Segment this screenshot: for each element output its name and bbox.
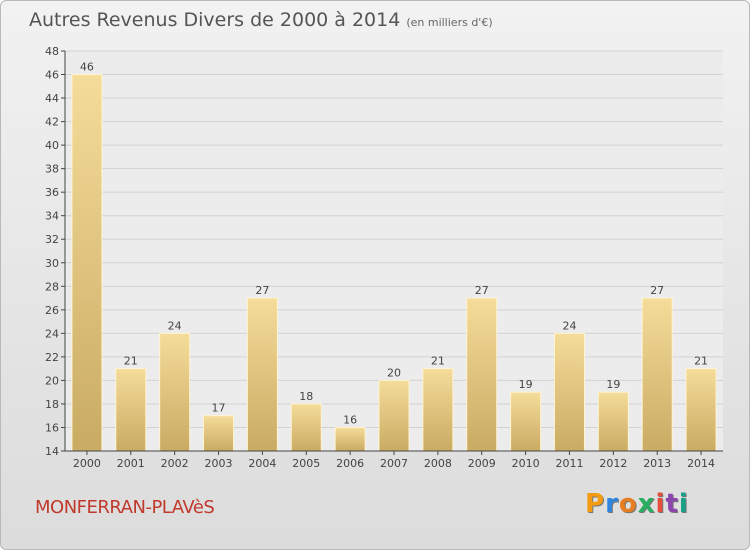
x-tick-label: 2005 [292,457,320,470]
x-tick-label: 2004 [248,457,276,470]
data-label: 24 [168,319,182,332]
bar [685,368,717,452]
y-tick-label: 22 [45,351,59,364]
x-tick-label: 2001 [117,457,145,470]
y-tick-label: 48 [45,45,59,58]
chart-title-text: Autres Revenus Divers de 2000 à 2014 [29,9,401,31]
x-tick-label: 2014 [687,457,715,470]
data-label: 27 [255,284,269,297]
data-label: 27 [475,284,489,297]
y-tick-label: 24 [45,327,59,340]
data-label: 46 [80,61,94,74]
data-label: 21 [694,355,708,368]
data-label: 21 [431,355,445,368]
x-tick-label: 2013 [643,457,671,470]
y-tick-label: 46 [45,69,59,82]
y-tick-label: 18 [45,398,59,411]
y-tick-label: 32 [45,233,59,246]
x-tick-label: 2008 [424,457,452,470]
bar [466,297,498,452]
y-tick-label: 16 [45,421,59,434]
chart-subtitle: (en milliers d'€) [406,16,493,29]
data-label: 19 [606,378,620,391]
bar [378,379,410,452]
data-label: 24 [562,319,576,332]
data-label: 21 [124,355,138,368]
bar [203,415,235,452]
bar [510,391,542,452]
y-tick-label: 30 [45,257,59,270]
bar [246,297,278,452]
x-tick-label: 2011 [555,457,583,470]
bar [553,332,585,452]
x-tick-label: 2010 [512,457,540,470]
y-tick-label: 40 [45,139,59,152]
bar [641,297,673,452]
bar [334,426,366,452]
x-tick-label: 2002 [161,457,189,470]
y-tick-label: 44 [45,92,59,105]
data-label: 27 [650,284,664,297]
bar [422,368,454,452]
x-tick-label: 2009 [468,457,496,470]
x-tick-label: 2003 [205,457,233,470]
y-tick-label: 26 [45,304,59,317]
x-tick-label: 2000 [73,457,101,470]
place-name: MONFERRAN-PLAVèS [35,497,215,518]
data-label: 17 [212,402,226,415]
bar [115,368,147,452]
chart-title: Autres Revenus Divers de 2000 à 2014 (en … [29,9,493,31]
y-tick-label: 36 [45,186,59,199]
data-label: 18 [299,390,313,403]
brand-logo: Proxiti [585,489,689,519]
y-tick-label: 14 [45,445,59,458]
data-label: 16 [343,413,357,426]
y-tick-label: 34 [45,210,59,223]
y-tick-label: 20 [45,374,59,387]
data-label: 20 [387,366,401,379]
y-tick-label: 38 [45,163,59,176]
x-tick-label: 2012 [599,457,627,470]
x-tick-label: 2006 [336,457,364,470]
data-label: 19 [519,378,533,391]
bar [290,403,322,452]
bar [159,332,191,452]
y-tick-label: 28 [45,280,59,293]
x-tick-label: 2007 [380,457,408,470]
bar [597,391,629,452]
y-tick-label: 42 [45,116,59,129]
bar [71,74,103,452]
